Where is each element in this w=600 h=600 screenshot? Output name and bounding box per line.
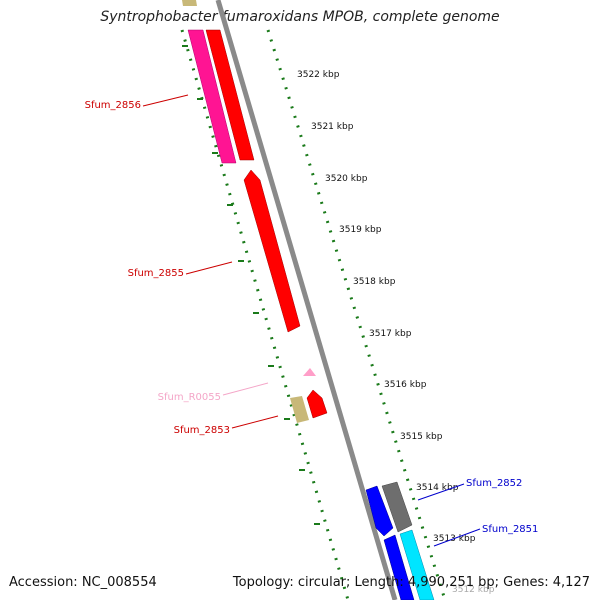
gene-label-sfum-2852[interactable]: Sfum_2852 xyxy=(417,478,522,501)
cds-khaki-top[interactable] xyxy=(182,0,197,6)
scale-label: 3517 kbp xyxy=(369,329,412,339)
svg-text:Sfum_2851: Sfum_2851 xyxy=(482,524,538,535)
map-title: Syntrophobacter fumaroxidans MPOB, compl… xyxy=(100,9,500,25)
svg-text:Sfum_2855: Sfum_2855 xyxy=(128,268,184,279)
scale-label: 3519 kbp xyxy=(339,225,382,235)
cds-sfum-2856[interactable] xyxy=(187,29,237,164)
cds-sfum-2852-gray[interactable] xyxy=(381,481,413,533)
topology-text: Topology: circular; Length: 4,990,251 bp… xyxy=(232,575,590,590)
scale-label: 3514 kbp xyxy=(416,483,459,493)
gene-label-sfum-2853[interactable]: Sfum_2853 xyxy=(174,415,279,436)
scale-label: 3515 kbp xyxy=(400,432,443,442)
gene-label-sfum-2855[interactable]: Sfum_2855 xyxy=(128,261,233,279)
svg-text:Sfum_2853: Sfum_2853 xyxy=(174,425,230,436)
gene-label-sfum-r0055[interactable]: Sfum_R0055 xyxy=(158,382,269,403)
cds-sfum-2851-blue[interactable] xyxy=(383,534,415,600)
svg-text:Sfum_R0055: Sfum_R0055 xyxy=(158,392,221,403)
scale-label: 3521 kbp xyxy=(311,122,354,132)
rna-sfum-r0055[interactable] xyxy=(303,368,316,376)
genome-backbone xyxy=(215,0,398,600)
gene-label-sfum-2856[interactable]: Sfum_2856 xyxy=(85,94,189,111)
cds-sfum-2853-red[interactable] xyxy=(306,389,328,419)
scale-label: 3512 kbp xyxy=(452,585,495,595)
gc-major-ticks xyxy=(182,45,320,525)
scale-label: 3520 kbp xyxy=(325,174,368,184)
svg-text:Sfum_2856: Sfum_2856 xyxy=(85,100,141,111)
accession-text: Accession: NC_008554 xyxy=(9,575,157,590)
cds-red-upper[interactable] xyxy=(205,29,255,161)
cds-sfum-2855[interactable] xyxy=(243,169,301,333)
cds-sfum-2851-cyan[interactable] xyxy=(399,529,435,600)
cds-sfum-2852-blue[interactable] xyxy=(365,485,394,537)
gc-tick-track xyxy=(180,29,350,600)
scale-label: 3522 kbp xyxy=(297,70,340,80)
cds-sfum-2853-khaki[interactable] xyxy=(290,396,309,423)
svg-text:Sfum_2852: Sfum_2852 xyxy=(466,478,522,489)
gene-label-sfum-2851[interactable]: Sfum_2851 xyxy=(433,524,538,547)
scale-label: 3516 kbp xyxy=(384,380,427,390)
scale-label: 3518 kbp xyxy=(353,277,396,287)
